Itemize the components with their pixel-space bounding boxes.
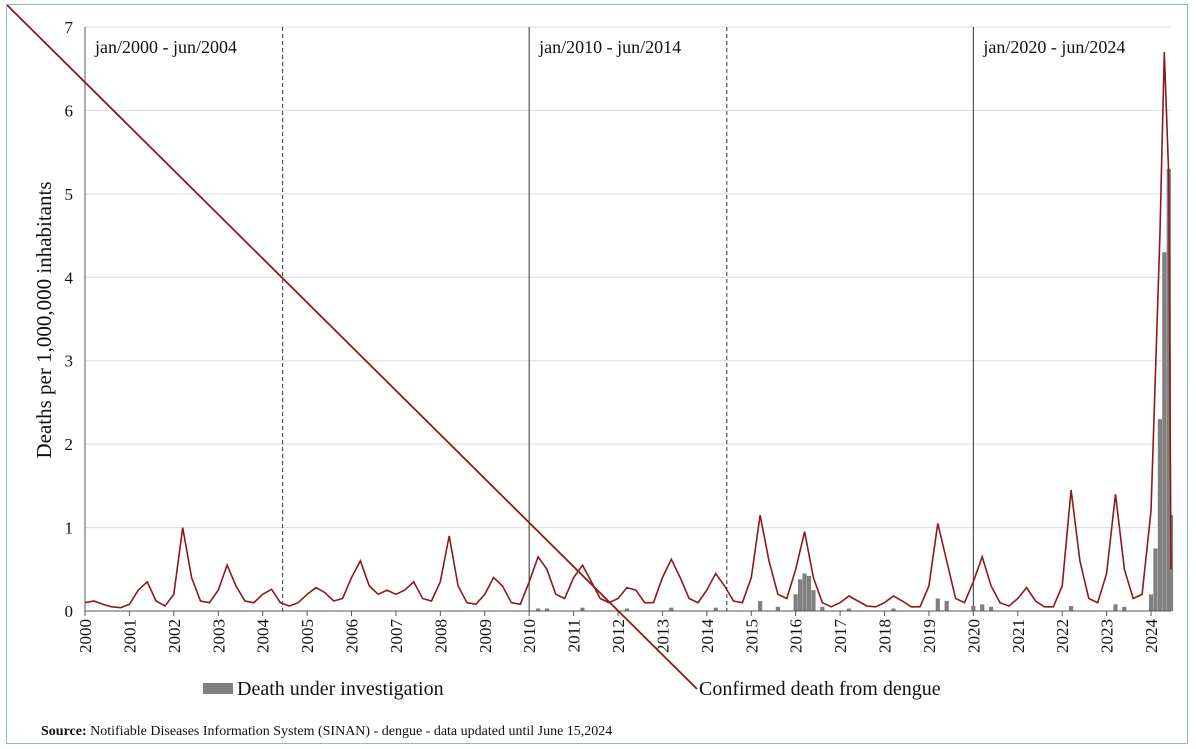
period-annotation: jan/2010 - jun/2014 [538, 37, 681, 57]
investigation-bar [944, 600, 949, 611]
x-tick-label: 2007 [387, 619, 406, 654]
x-tick-label: 2008 [431, 619, 450, 653]
x-tick-label: 2015 [742, 619, 761, 653]
x-tick-label: 2000 [76, 619, 95, 653]
x-tick-label: 2018 [876, 619, 895, 653]
y-tick-label: 2 [65, 435, 74, 454]
investigation-bar [971, 605, 976, 611]
period-annotation: jan/2020 - jun/2024 [982, 37, 1125, 57]
investigation-bar [624, 608, 629, 611]
dengue-deaths-chart: 0 1 2 3 4 5 6 7 2000 2001 2002 2003 2004 2005 2006 200… [7, 5, 1174, 739]
investigation-bar [1113, 604, 1118, 611]
confirmed-death-line [84, 51, 1172, 609]
x-tick-label: 2004 [254, 619, 273, 654]
investigation-bar [989, 606, 994, 611]
x-tick-label: 2021 [1009, 619, 1028, 653]
investigation-bar [1148, 594, 1154, 611]
investigation-bar [1157, 419, 1162, 611]
x-tick-label: 2022 [1053, 619, 1072, 653]
investigation-bar [935, 598, 940, 611]
investigation-bar [1068, 605, 1074, 611]
y-tick-label: 6 [65, 101, 74, 120]
x-tick-label: 2020 [964, 619, 983, 653]
x-tick-label: 2014 [698, 619, 717, 654]
investigation-bar [846, 608, 852, 611]
investigation-bar [535, 608, 541, 611]
x-tick-label: 2012 [609, 619, 628, 653]
investigation-bar [1166, 168, 1171, 612]
investigation-bar [980, 604, 985, 611]
y-tick-label: 7 [65, 18, 74, 37]
x-tick-label: 2005 [298, 619, 317, 653]
x-tick-label: 2016 [787, 619, 806, 653]
x-tick-label: 2019 [920, 619, 939, 653]
x-tick-label: 2023 [1098, 619, 1117, 653]
x-tick-label: 2010 [520, 619, 539, 653]
x-tick-label: 2006 [343, 619, 362, 653]
chart-frame: 0 1 2 3 4 5 6 7 2000 2001 2002 2003 2004 2005 2006 200… [6, 4, 1188, 744]
x-tick-label: 2017 [831, 619, 850, 654]
legend-investigation-label: Death under investigation [237, 678, 444, 700]
y-tick-label: 0 [65, 602, 74, 621]
y-axis-label: Deaths per 1,000,000 inhabitants [32, 181, 56, 458]
y-tick-label: 3 [65, 352, 74, 371]
x-tick-label: 2009 [476, 619, 495, 653]
investigation-bar [798, 579, 803, 611]
x-tick-label: 2013 [653, 619, 672, 653]
y-tick-label: 1 [65, 519, 74, 538]
source-note: Source: Notifiable Diseases Information … [41, 724, 612, 739]
investigation-bar [793, 594, 798, 611]
investigation-bar [775, 606, 781, 611]
investigation-bar [1153, 548, 1158, 611]
investigation-bar [891, 608, 896, 611]
investigation-bar [820, 606, 825, 611]
investigation-bar [802, 573, 807, 611]
source-label: Source: [41, 724, 87, 739]
x-tick-label: 2001 [120, 619, 139, 653]
investigation-bar [713, 607, 718, 611]
investigation-bar [580, 607, 585, 611]
investigation-bar [669, 607, 674, 611]
investigation-bar [758, 600, 763, 611]
legend: Death under investigation Confirmed deat… [7, 5, 941, 700]
investigation-bar [1122, 606, 1127, 611]
x-tick-label: 2011 [565, 619, 584, 652]
x-tick-label: 2002 [165, 619, 184, 653]
legend-confirmed-label: Confirmed death from dengue [699, 678, 941, 700]
investigation-bar [544, 608, 550, 611]
investigation-bar [811, 590, 816, 611]
investigation-bar [1162, 252, 1167, 611]
legend-investigation-swatch [203, 683, 233, 694]
source-text: Notifiable Diseases Information System (… [90, 724, 612, 739]
investigation-bar [806, 575, 812, 611]
x-tick-label: 2003 [209, 619, 228, 653]
y-tick-label: 5 [65, 185, 74, 204]
legend-confirmed-swatch [7, 5, 698, 690]
period-annotation: jan/2000 - jun/2004 [94, 37, 237, 57]
y-tick-label: 4 [65, 268, 74, 287]
x-tick-label: 2024 [1142, 619, 1161, 654]
